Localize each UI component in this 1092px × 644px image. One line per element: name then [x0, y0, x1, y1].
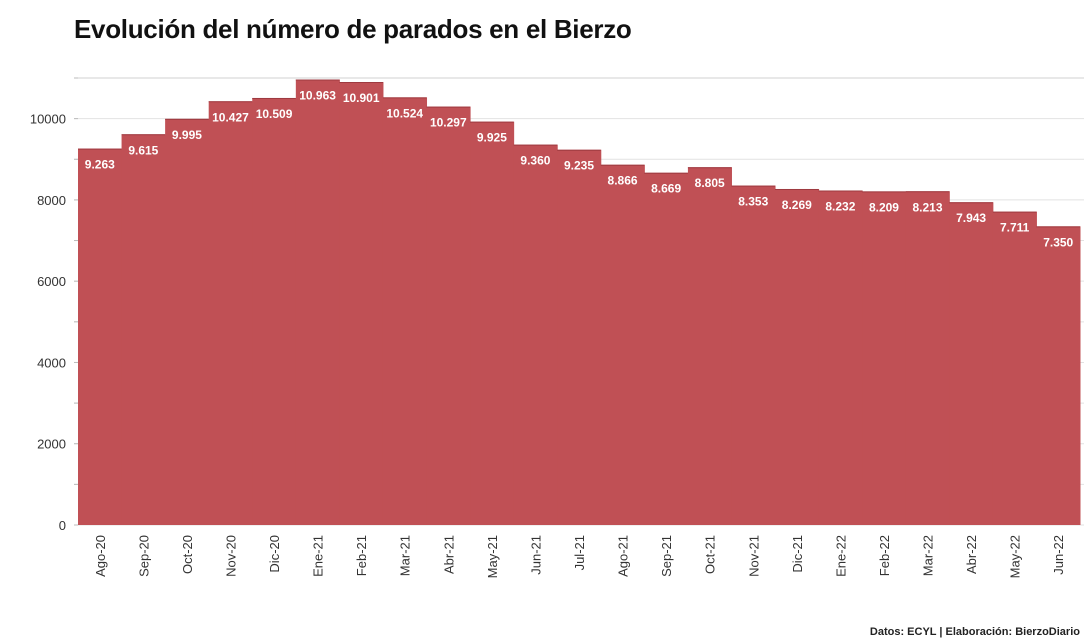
y-tick-label: 4000	[37, 355, 66, 370]
x-tick-label: Dic-20	[267, 535, 282, 573]
bar	[295, 79, 340, 526]
x-tick-label: Ago-21	[616, 535, 631, 577]
x-tick-label: Jun-22	[1051, 535, 1066, 575]
value-labels: 9.263 9.615 9.995 10.427 10.509 10.963 10.901 1…	[85, 89, 1074, 250]
data-label: 8.232	[825, 199, 855, 213]
x-tick-label: Oct-21	[703, 535, 718, 574]
bar	[557, 149, 602, 525]
source-note: Datos: ECYL | Elaboración: BierzoDiario	[869, 626, 1080, 638]
bar	[513, 144, 558, 526]
data-label: 9.925	[477, 131, 507, 145]
y-tick-label: 8000	[37, 193, 66, 208]
x-tick-label: May-21	[485, 535, 500, 578]
bar	[862, 191, 907, 526]
y-tick-label: 10000	[30, 112, 66, 127]
x-tick-label: Sep-20	[136, 535, 151, 577]
data-label: 8.669	[651, 182, 681, 196]
x-tick-label: Ago-20	[93, 535, 108, 577]
data-label: 8.209	[869, 200, 899, 214]
x-tick-label: Nov-20	[223, 535, 238, 577]
bar	[905, 191, 950, 525]
x-tick-label: Feb-21	[354, 535, 369, 576]
bar	[992, 211, 1037, 525]
bar	[644, 172, 689, 525]
data-label: 10.509	[256, 107, 293, 121]
y-tick-label: 2000	[37, 437, 66, 452]
bar	[687, 167, 732, 525]
bar	[426, 106, 471, 526]
data-label: 8.866	[608, 174, 638, 188]
bar	[165, 118, 210, 526]
data-label: 9.615	[128, 143, 158, 157]
data-label: 10.963	[299, 89, 336, 103]
data-label: 8.269	[782, 198, 812, 212]
data-label: 10.901	[343, 91, 380, 105]
x-tick-label: Feb-22	[877, 535, 892, 576]
bar	[775, 188, 820, 525]
bar	[252, 97, 297, 525]
x-tick-label: Mar-22	[921, 535, 936, 576]
x-tick-label: Abr-21	[441, 535, 456, 574]
y-tick-label: 0	[59, 518, 66, 533]
data-label: 10.297	[430, 116, 467, 130]
bar	[949, 202, 994, 526]
y-axis: 0 2000 4000 6000 8000 10000	[30, 77, 78, 533]
x-tick-label: Jun-21	[528, 535, 543, 575]
data-label: 9.360	[520, 154, 550, 168]
data-label: 8.805	[695, 176, 725, 190]
bars	[78, 79, 1081, 526]
x-tick-label: Ene-21	[311, 535, 326, 577]
x-tick-label: Mar-21	[398, 535, 413, 576]
x-tick-label: Ene-22	[833, 535, 848, 577]
data-label: 9.235	[564, 159, 594, 173]
data-label: 9.995	[172, 128, 202, 142]
data-label: 10.427	[212, 110, 249, 124]
x-tick-label: Jul-21	[572, 535, 587, 570]
data-label: 8.213	[913, 200, 943, 214]
bar	[1036, 226, 1081, 525]
x-tick-label: May-22	[1008, 535, 1023, 578]
data-label: 9.263	[85, 158, 115, 172]
data-label: 7.350	[1043, 235, 1073, 249]
y-tick-label: 6000	[37, 274, 66, 289]
x-tick-label: Abr-22	[964, 535, 979, 574]
x-tick-label: Oct-20	[180, 535, 195, 574]
data-label: 7.711	[1000, 221, 1030, 235]
bar	[339, 82, 384, 525]
x-tick-label: Sep-21	[659, 535, 674, 577]
data-label: 7.943	[956, 211, 986, 225]
bar	[382, 97, 428, 526]
bar	[600, 164, 645, 525]
bar	[731, 185, 776, 525]
bar	[121, 134, 166, 525]
bar	[78, 148, 123, 525]
bar	[470, 121, 515, 526]
x-tick-label: Dic-21	[790, 535, 805, 573]
data-label: 8.353	[738, 195, 768, 209]
bar	[208, 101, 253, 525]
x-tick-label: Nov-21	[746, 535, 761, 577]
x-axis: Ago-20 Sep-20 Oct-20 Nov-20 Dic-20 Ene-21 Feb-…	[93, 535, 1066, 578]
bar	[818, 190, 863, 526]
data-label: 10.524	[386, 106, 423, 120]
chart-title: Evolución del número de parados en el Bi…	[74, 14, 632, 44]
